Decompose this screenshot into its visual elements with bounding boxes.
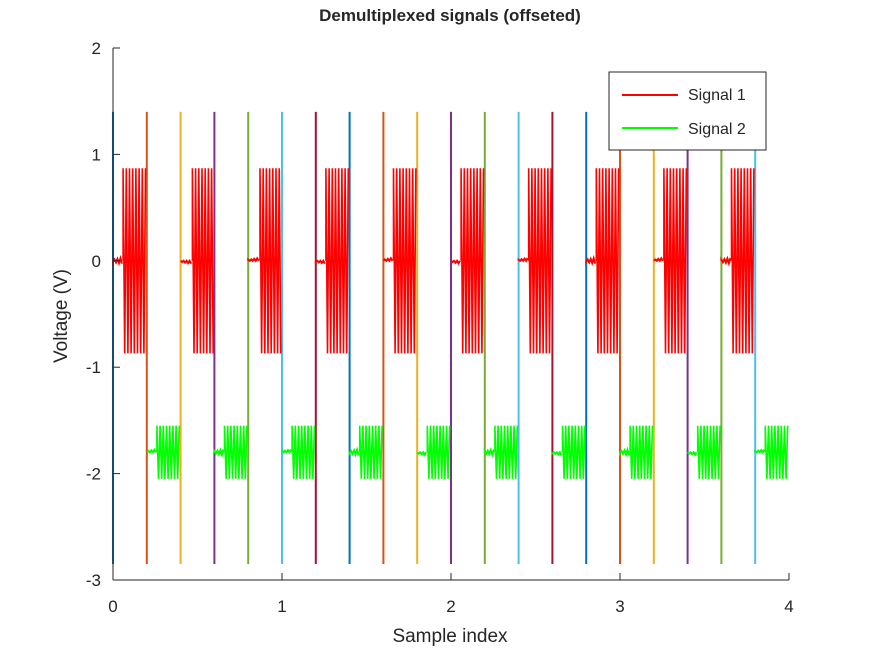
series-idle-segment [619, 446, 630, 458]
chart-title: Demultiplexed signals (offseted) [319, 6, 581, 25]
x-tick-label: 1 [277, 597, 286, 616]
series-burst [460, 168, 485, 354]
series-idle-segment [281, 448, 292, 455]
series-burst [663, 168, 688, 354]
series-idle-segment [653, 256, 664, 263]
series-1 [112, 168, 755, 354]
series-burst [259, 168, 282, 354]
series-idle-segment [483, 447, 495, 459]
series-burst [730, 168, 755, 354]
series-burst [764, 425, 789, 479]
legend-box [608, 71, 767, 151]
vertical-marker-lines [112, 111, 757, 565]
series-burst [561, 425, 586, 479]
series-2 [146, 425, 789, 479]
series-idle-segment [247, 256, 260, 263]
series-idle-segment [585, 254, 597, 267]
series-burst [291, 425, 316, 479]
series-burst [191, 168, 214, 354]
series-idle-segment [314, 258, 326, 265]
series-burst [426, 425, 451, 479]
series-burst [392, 168, 417, 354]
series-idle-segment [754, 448, 766, 455]
y-tick-label: -3 [86, 571, 101, 590]
x-tick-label: 0 [108, 597, 117, 616]
series-idle-segment [686, 450, 698, 457]
series-idle-segment [382, 256, 394, 263]
x-tick-label: 4 [784, 597, 793, 616]
series-idle-segment [213, 447, 225, 459]
legend-label-signal-2: Signal 2 [688, 121, 746, 138]
series-idle-segment [179, 258, 192, 265]
series-idle-segment [348, 446, 360, 458]
series-idle-segment [450, 259, 461, 266]
x-tick-label: 2 [446, 597, 455, 616]
series-burst [527, 168, 552, 354]
series-burst [325, 168, 350, 354]
series-idle-segment [416, 450, 428, 457]
y-tick-label: 1 [92, 145, 101, 164]
series-burst [223, 425, 248, 479]
series-group [112, 168, 789, 479]
series-burst [696, 425, 721, 479]
series-burst [494, 425, 519, 479]
x-tick-label: 3 [615, 597, 624, 616]
series-burst [629, 425, 654, 479]
legend: Signal 1 Signal 2 [608, 71, 767, 151]
y-tick-label: -1 [86, 358, 101, 377]
y-tick-label: 2 [92, 39, 101, 58]
series-burst [595, 168, 620, 354]
y-tick-label: -2 [86, 465, 101, 484]
series-idle-segment [146, 447, 157, 455]
series-burst [358, 425, 383, 479]
y-tick-label: 0 [92, 252, 101, 271]
series-idle-segment [720, 255, 732, 267]
legend-label-signal-1: Signal 1 [688, 87, 746, 104]
axes: 0 1 2 3 4 -3 -2 -1 0 1 2 [86, 39, 794, 616]
series-idle-segment [551, 450, 563, 457]
x-axis-label: Sample index [392, 626, 508, 647]
series-burst [156, 425, 181, 479]
series-idle-segment [517, 256, 529, 263]
series-burst [122, 168, 147, 354]
y-axis-label: Voltage (V) [51, 269, 72, 363]
